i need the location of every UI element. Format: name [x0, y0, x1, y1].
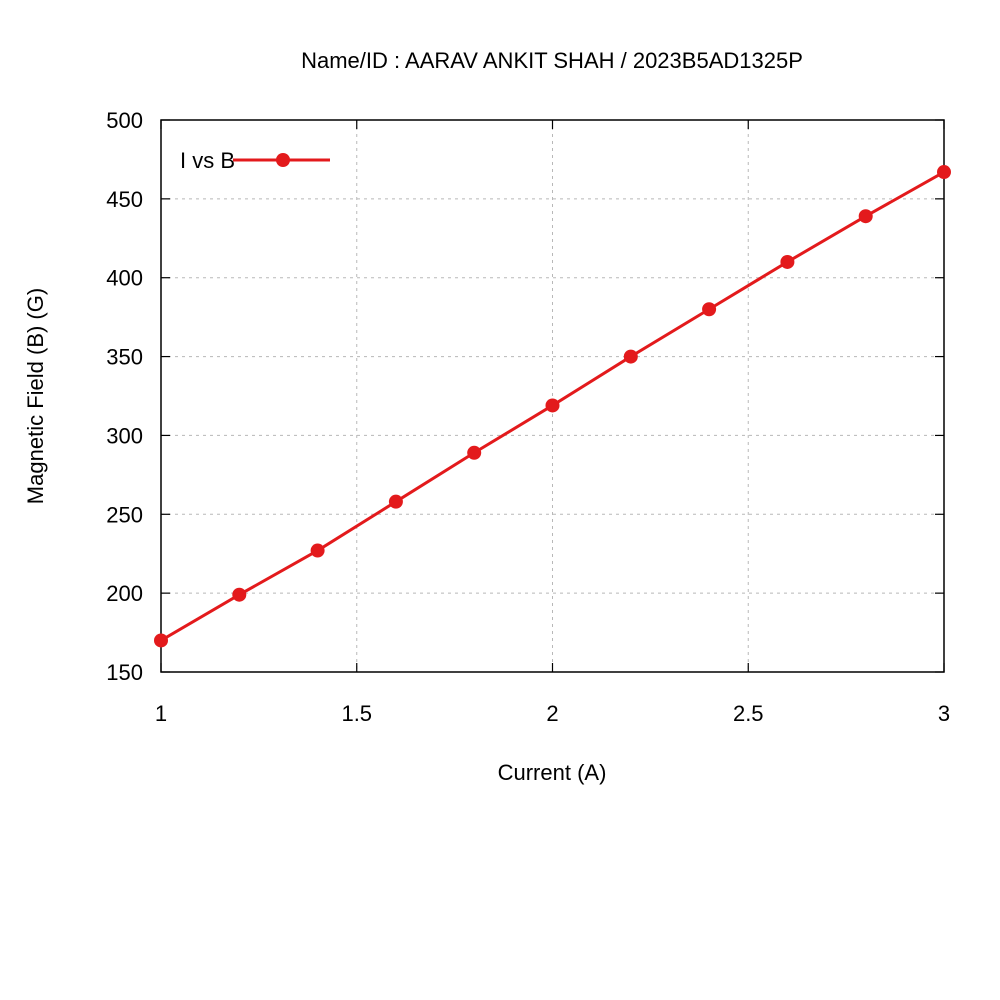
data-point	[310, 543, 325, 558]
y-tick-label: 500	[106, 108, 143, 133]
legend-marker	[276, 153, 290, 167]
x-tick-label: 1	[155, 701, 167, 726]
y-tick-label: 350	[106, 345, 143, 370]
chart-title: Name/ID : AARAV ANKIT SHAH / 2023B5AD132…	[301, 48, 803, 73]
grid-layer	[161, 120, 944, 672]
y-tick-label: 300	[106, 423, 143, 448]
data-point	[545, 398, 560, 413]
data-point	[623, 349, 638, 364]
data-point	[858, 209, 873, 224]
data-point	[388, 494, 403, 509]
legend: I vs B	[180, 148, 330, 173]
x-tick-label: 1.5	[341, 701, 372, 726]
y-tick-label: 250	[106, 502, 143, 527]
legend-label: I vs B	[180, 148, 235, 173]
x-tick-label: 2.5	[733, 701, 764, 726]
x-tick-label: 3	[938, 701, 950, 726]
data-point	[937, 165, 951, 180]
data-point	[467, 445, 482, 460]
y-axis-label: Magnetic Field (B) (G)	[23, 288, 48, 504]
y-tick-label: 150	[106, 660, 143, 685]
x-axis-label: Current (A)	[498, 760, 607, 785]
y-tick-label: 450	[106, 187, 143, 212]
tick-layer: 150 200 250 300 350 400 450 500 1 1.5 2 2.5 3	[106, 108, 950, 726]
x-tick-label: 2	[546, 701, 558, 726]
data-point	[232, 587, 247, 602]
y-tick-label: 400	[106, 266, 143, 291]
data-point	[702, 302, 717, 317]
series-layer	[154, 165, 951, 648]
data-point	[780, 254, 795, 269]
data-point	[154, 633, 168, 648]
y-tick-label: 200	[106, 581, 143, 606]
